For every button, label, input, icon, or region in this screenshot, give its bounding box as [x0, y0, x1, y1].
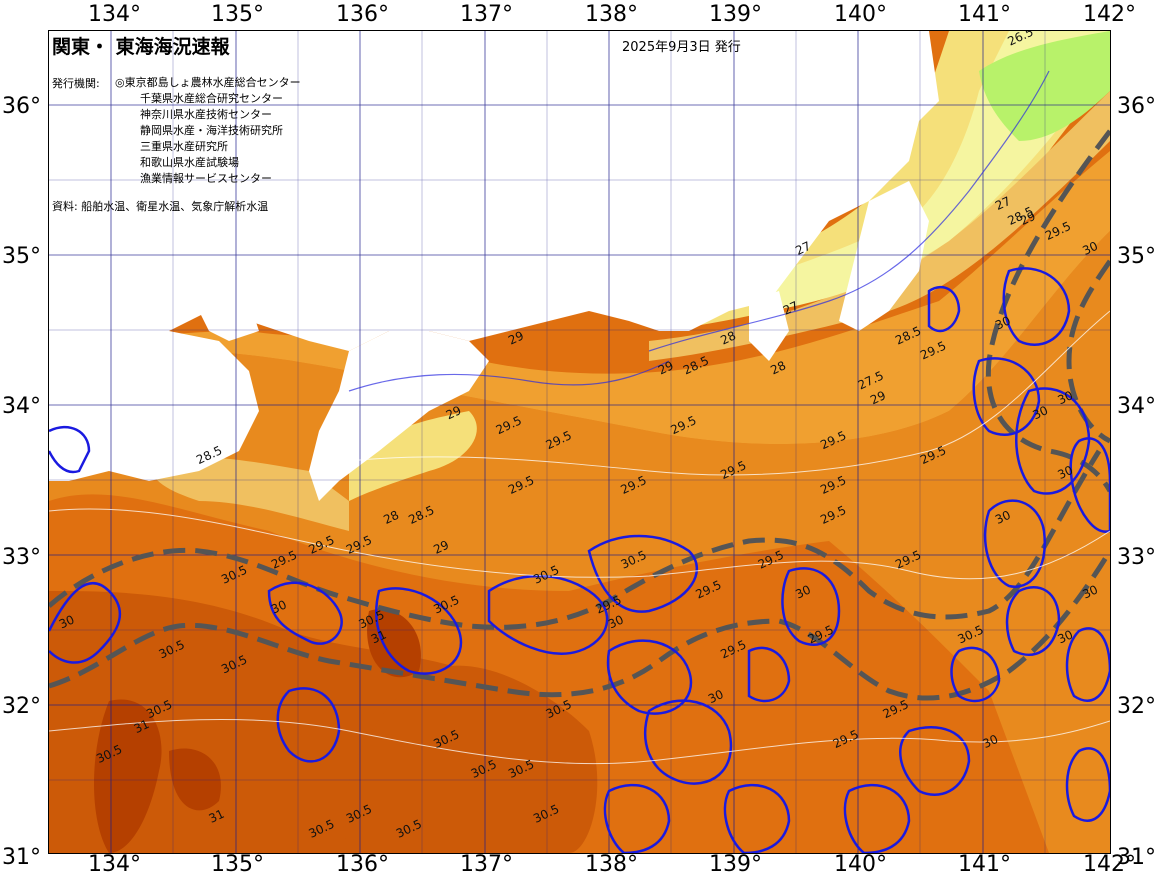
isotherm-label: 30 [993, 508, 1013, 527]
isotherm-label: 30 [706, 687, 726, 706]
lat-label-right: 31° [1117, 845, 1156, 870]
isotherm-label: 30 [793, 582, 813, 601]
lat-label-right: 36° [1117, 94, 1156, 119]
isotherm-30-contours [49, 267, 1110, 853]
issuer-item: 神奈川県水産技術センター [140, 108, 272, 121]
isotherm-label: 27 [793, 239, 813, 258]
land-boso [839, 181, 929, 331]
lon-label-top: 134° [88, 2, 141, 27]
lon-label-top: 137° [460, 2, 513, 27]
lon-label-top: 139° [709, 2, 762, 27]
isotherm-label: 27 [781, 299, 801, 318]
lon-label-top: 141° [958, 2, 1011, 27]
sea-zone-28-west [349, 411, 477, 501]
map-title: 関東・ 東海海況速報 [52, 36, 230, 58]
graticule [49, 31, 1110, 853]
issuer-item: 三重県水産研究所 [140, 140, 228, 153]
lon-label-bottom: 134° [88, 852, 141, 877]
lon-label-bottom: 136° [336, 852, 389, 877]
land-shikoku [49, 321, 259, 481]
coastal-contours [348, 70, 1050, 392]
lat-label-left: 33° [2, 545, 41, 570]
isotherm-label: 30 [1080, 239, 1100, 258]
lon-label-bottom: 135° [211, 852, 264, 877]
lon-label-bottom: 141° [958, 852, 1011, 877]
lat-label-right: 35° [1117, 244, 1156, 269]
land-kii-peninsula [309, 331, 489, 501]
kuroshio-path-north [49, 449, 1102, 630]
lon-label-bottom: 140° [834, 852, 887, 877]
land-awaji [199, 301, 259, 341]
isotherm-label: 28 [768, 358, 788, 377]
isotherm-label: 28 [381, 508, 401, 527]
map-area[interactable]: 26.5 27 28.5 29 29.5 30 27 27 28 28 28.5 29 29 29 27.5… [48, 30, 1111, 854]
issuer-item: 千葉県水産総合研究センター [140, 92, 283, 105]
isotherm-label: 29 [506, 328, 526, 347]
isotherm-label: 30 [269, 597, 289, 616]
isotherm-label: 29 [656, 358, 676, 377]
map-svg: 26.52728.52929.5302727282828.529292927.5… [49, 31, 1110, 853]
sea-zone-29-5 [49, 231, 1110, 853]
isotherm-label: 31 [132, 717, 152, 736]
lon-label-top: 138° [585, 2, 638, 27]
sea-zone-31-c [367, 609, 421, 678]
lon-label-bottom: 137° [460, 852, 513, 877]
lat-label-left: 34° [2, 394, 41, 419]
isotherm-label: 30 [1080, 582, 1100, 601]
isotherm-label: 31 [369, 627, 389, 646]
graticule-minor [49, 31, 1110, 853]
isotherm-label: 29 [444, 403, 464, 422]
isotherm-label: 30 [981, 732, 1001, 751]
isotherm-label: 30 [57, 612, 77, 631]
isotherm-label: 29 [868, 388, 888, 407]
isotherm-label: 29 [431, 538, 451, 557]
lat-label-left: 35° [2, 244, 41, 269]
issuer-item: 和歌山県水産試験場 [140, 156, 239, 169]
isotherm-label: 30 [993, 313, 1013, 332]
issuer-label: 発行機関: [52, 77, 100, 90]
isotherm-label: 30 [606, 612, 626, 631]
isotherm-label: 28 [718, 328, 738, 347]
lat-label-right: 33° [1117, 545, 1156, 570]
issue-date: 2025年9月3日 発行 [622, 40, 741, 55]
isotherm-label: 30 [1055, 463, 1075, 482]
data-source-note: 資料: 船舶水温、衛星水温、気象庁解析水温 [52, 200, 269, 213]
issuer-item: 漁業情報サービスセンター [140, 172, 272, 185]
sea-zone-26-5 [979, 31, 1110, 141]
sea-zone-28-5 [149, 456, 349, 531]
lat-label-right: 34° [1117, 394, 1156, 419]
lat-label-left: 32° [2, 694, 41, 719]
lon-label-bottom: 139° [709, 852, 762, 877]
land-honshu [49, 31, 939, 361]
kuroshio-branch-east2 [1066, 259, 1110, 444]
issuer-item: 静岡県水産・海洋技術研究所 [140, 124, 283, 137]
land-izu [749, 291, 789, 361]
isotherm-label: 30 [1030, 403, 1050, 422]
isotherm-white-contours [49, 310, 1110, 765]
isotherm-label: 29 [1018, 209, 1038, 228]
issuer-list: ◎東京都島しょ農林水産総合センター 千葉県水産総合研究センター 神奈川県水産技術… [115, 75, 301, 187]
kuroshio-path-south [49, 549, 1110, 701]
lat-label-left: 36° [2, 94, 41, 119]
sea-zone-30-5-center [343, 665, 598, 853]
isotherm-label: 30 [1055, 388, 1075, 407]
lon-label-bottom: 138° [585, 852, 638, 877]
issuer-item: ◎東京都島しょ農林水産総合センター [115, 76, 301, 89]
isotherm-label: 31 [207, 807, 227, 826]
isotherm-label: 30 [1055, 627, 1075, 646]
lon-label-top: 140° [834, 2, 887, 27]
lon-label-bottom: 142° [1083, 852, 1136, 877]
isotherm-label: 27 [993, 194, 1013, 213]
kuroshio-branch-east [985, 129, 1110, 493]
lat-label-left: 31° [2, 845, 41, 870]
sea-zone-31-b [169, 748, 221, 811]
lat-label-right: 32° [1117, 694, 1156, 719]
lon-label-top: 136° [336, 2, 389, 27]
lon-label-top: 142° [1083, 2, 1136, 27]
lon-label-top: 135° [211, 2, 264, 27]
sea-zone-29 [49, 151, 1110, 445]
